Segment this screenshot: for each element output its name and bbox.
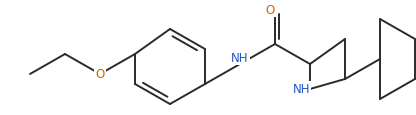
Text: O: O (95, 68, 105, 81)
Text: NH: NH (231, 52, 249, 64)
Text: O: O (266, 3, 275, 16)
Text: NH: NH (292, 83, 310, 96)
